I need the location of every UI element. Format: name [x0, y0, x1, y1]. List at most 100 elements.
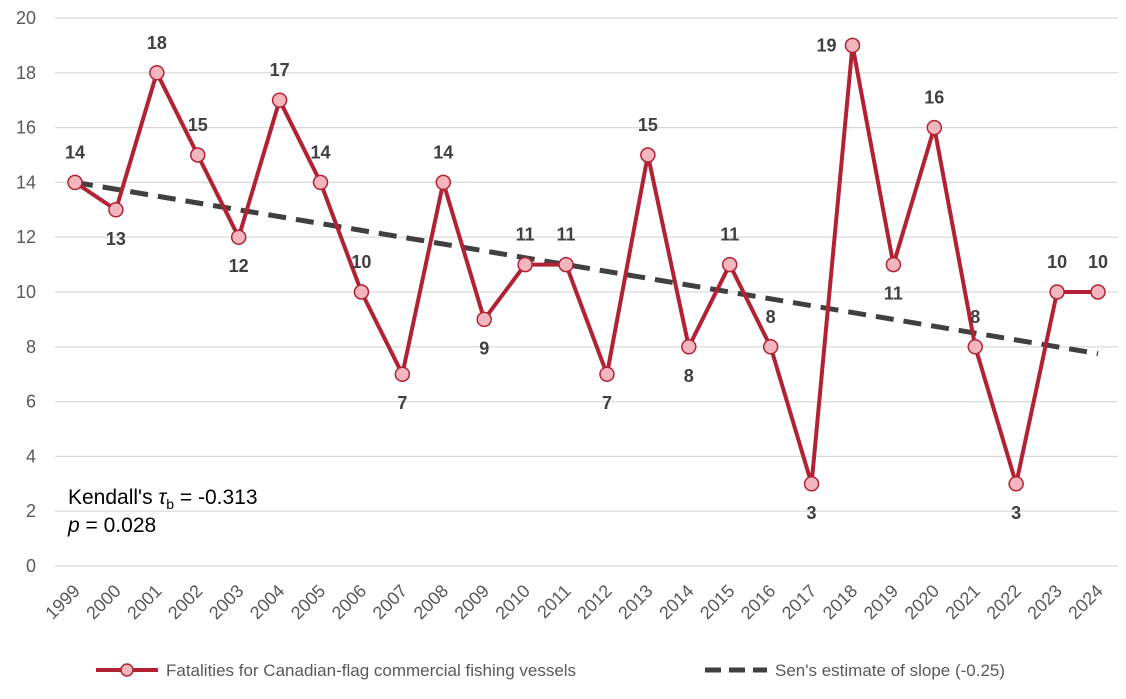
legend: Fatalities for Canadian-flag commercial …: [96, 661, 1005, 680]
data-label: 8: [970, 307, 980, 327]
y-tick-label: 8: [26, 337, 36, 357]
legend-label-sen: Sen's estimate of slope (-0.25): [775, 661, 1005, 680]
x-tick-label: 2008: [410, 581, 452, 623]
data-label: 9: [479, 338, 489, 358]
data-label: 7: [602, 393, 612, 413]
x-axis-ticks: 1999200020012002200320042005200620072008…: [41, 581, 1106, 623]
y-tick-label: 18: [16, 63, 36, 83]
data-labels: 14 13 18 15 12 17 14 10 7 14 9 11 11 7 15 8 11 8 3 19 11 16 8 3…: [65, 33, 1108, 523]
x-tick-label: 2011: [533, 581, 575, 623]
gridlines: [55, 17, 1118, 567]
data-label: 7: [397, 393, 407, 413]
x-tick-label: 2009: [451, 581, 493, 623]
data-label: 11: [720, 225, 739, 245]
data-point: [844, 37, 861, 54]
x-tick-label: 2019: [860, 581, 902, 623]
x-tick-label: 1999: [41, 581, 83, 623]
data-point: [312, 174, 329, 191]
data-label: 15: [188, 115, 208, 135]
x-tick-label: 2023: [1023, 581, 1065, 623]
data-point: [803, 476, 820, 492]
data-label: 14: [311, 142, 331, 162]
data-label: 11: [516, 225, 535, 245]
x-tick-label: 2021: [942, 581, 984, 623]
data-point: [476, 311, 492, 328]
p-value-annotation: p = 0.028: [67, 514, 156, 537]
kendall-annotation: Kendall's τb = -0.313: [68, 486, 258, 512]
x-tick-label: 2013: [614, 581, 656, 623]
data-label: 11: [557, 225, 576, 245]
data-label: 3: [1011, 503, 1021, 523]
x-tick-label: 2007: [369, 581, 411, 623]
data-point: [640, 147, 656, 163]
data-point: [599, 366, 615, 382]
y-tick-label: 16: [16, 118, 36, 138]
y-tick-label: 4: [26, 446, 36, 466]
data-point: [1049, 284, 1065, 300]
x-tick-label: 2022: [983, 581, 1025, 623]
x-tick-label: 2018: [819, 581, 861, 623]
y-tick-label: 20: [16, 8, 36, 28]
data-label: 13: [106, 229, 126, 249]
data-point: [149, 65, 165, 81]
x-tick-label: 2001: [123, 581, 165, 623]
data-label: 14: [433, 142, 453, 162]
x-tick-label: 2024: [1064, 581, 1106, 623]
fatalities-line: [73, 43, 1098, 486]
data-point: [721, 256, 738, 273]
data-label: 12: [229, 256, 249, 276]
x-tick-label: 2004: [246, 581, 288, 623]
legend-marker-fatalities: [120, 663, 134, 677]
y-tick-label: 6: [26, 392, 36, 412]
fatalities-series: [67, 37, 1106, 492]
data-label: 8: [766, 307, 776, 327]
data-point: [762, 339, 779, 355]
data-point: [967, 339, 983, 355]
x-tick-label: 2000: [82, 581, 124, 623]
data-point: [1090, 284, 1106, 300]
data-label: 10: [1047, 252, 1067, 272]
data-point: [435, 174, 452, 191]
data-point: [885, 256, 902, 273]
x-tick-label: 2020: [901, 581, 943, 623]
data-label: 14: [65, 142, 85, 162]
data-point: [108, 202, 124, 218]
data-point: [230, 229, 247, 245]
x-tick-label: 2012: [573, 581, 615, 623]
data-label: 18: [147, 33, 167, 53]
x-tick-label: 2017: [778, 581, 820, 623]
x-tick-label: 2010: [491, 581, 533, 623]
data-label: 8: [684, 366, 694, 386]
data-point: [517, 256, 533, 273]
data-label: 11: [884, 284, 903, 304]
data-label: 3: [807, 503, 817, 523]
x-tick-label: 2006: [328, 581, 370, 623]
x-tick-label: 2005: [287, 581, 329, 623]
data-label: 10: [351, 252, 371, 272]
data-point: [394, 366, 411, 382]
x-tick-label: 2003: [205, 581, 247, 623]
data-point: [271, 92, 288, 108]
data-point: [558, 256, 574, 273]
data-label: 10: [1088, 252, 1108, 272]
y-tick-label: 0: [26, 556, 36, 576]
y-tick-label: 10: [16, 282, 36, 302]
data-point: [190, 147, 206, 163]
data-label: 15: [638, 115, 658, 135]
y-tick-label: 14: [16, 172, 36, 192]
data-label: 19: [816, 35, 836, 55]
data-point: [1008, 476, 1024, 492]
y-tick-label: 12: [16, 227, 36, 247]
data-label: 16: [924, 88, 944, 108]
data-point: [353, 284, 370, 300]
x-tick-label: 2016: [737, 581, 779, 623]
x-tick-label: 2015: [696, 581, 738, 623]
legend-label-fatalities: Fatalities for Canadian-flag commercial …: [166, 661, 576, 680]
y-tick-label: 2: [26, 501, 36, 521]
data-point: [67, 174, 83, 191]
data-point: [681, 339, 697, 355]
data-label: 17: [270, 60, 290, 80]
y-axis-ticks: 0 2 4 6 8 10 12 14 16 18 20: [16, 8, 36, 576]
data-point: [926, 119, 943, 136]
